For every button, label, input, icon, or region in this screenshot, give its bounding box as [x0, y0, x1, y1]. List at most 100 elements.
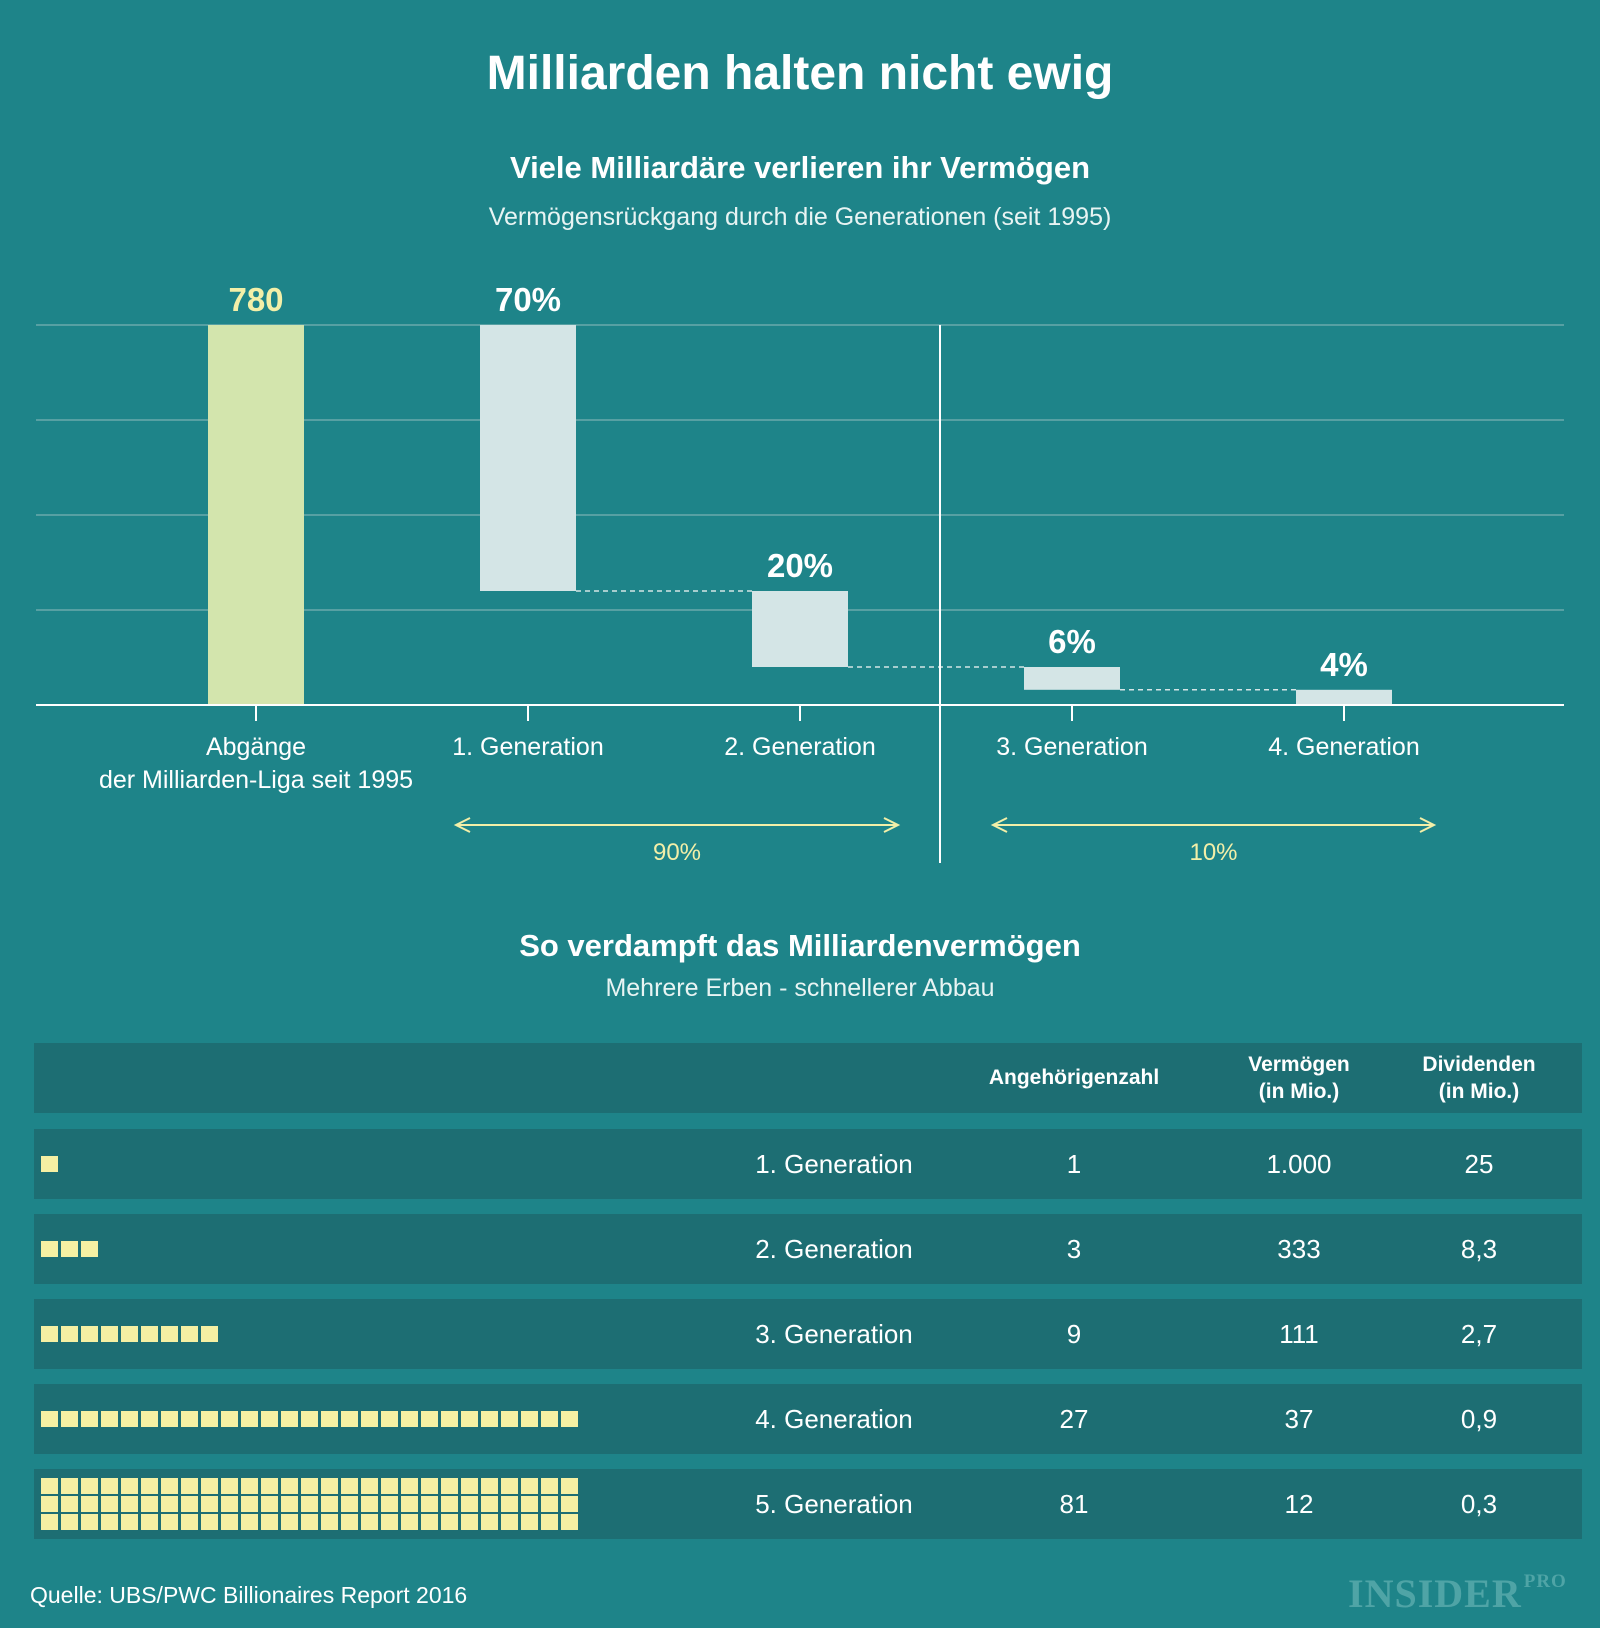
- heir-square: [341, 1411, 358, 1427]
- heir-square: [221, 1496, 238, 1512]
- heir-square: [521, 1514, 538, 1530]
- heir-square: [441, 1411, 458, 1427]
- heir-square: [521, 1478, 538, 1494]
- row-dividends: 0,3: [1460, 1488, 1498, 1519]
- insider-pro-logo: INSIDER PRO: [1348, 1570, 1567, 1617]
- chart-title: Viele Milliardäre verlieren ihr Vermögen: [509, 150, 1091, 185]
- row-label: 2. Generation: [755, 1233, 913, 1264]
- row-label: 4. Generation: [755, 1403, 913, 1434]
- bar-step: [1296, 689, 1392, 705]
- group-label: 90%: [653, 839, 701, 866]
- table-row: 4. Generation 27 37 0,9: [34, 1384, 1582, 1454]
- logo-main: INSIDER: [1348, 1571, 1522, 1616]
- heir-square: [181, 1326, 198, 1342]
- row-wealth: 12: [1284, 1488, 1314, 1519]
- heir-square: [81, 1496, 98, 1512]
- row-wealth: 37: [1284, 1403, 1314, 1434]
- row-dividends: 25: [1464, 1148, 1494, 1179]
- heir-square: [541, 1496, 558, 1512]
- heir-square: [81, 1411, 98, 1427]
- heir-square: [201, 1411, 218, 1427]
- heir-square: [521, 1411, 538, 1427]
- heir-square: [501, 1478, 518, 1494]
- data-label: 70%: [495, 281, 561, 318]
- heir-square: [421, 1411, 438, 1427]
- heir-square: [421, 1478, 438, 1494]
- category-label: 3. Generation: [996, 733, 1148, 761]
- arrow-head-right: [883, 817, 901, 833]
- heir-square: [121, 1496, 138, 1512]
- heir-square: [181, 1514, 198, 1530]
- header-dividends: Dividenden (in Mio.): [1422, 1052, 1536, 1103]
- row-count: 27: [1059, 1403, 1089, 1434]
- heir-square: [161, 1411, 178, 1427]
- heir-square: [461, 1496, 478, 1512]
- waterfall-chart: 780 70% 20% 6% 4% Abgänge der Milliarden-Liga …: [36, 281, 1564, 866]
- heir-square: [541, 1478, 558, 1494]
- heir-square: [361, 1496, 378, 1512]
- category-label-line: Abgänge: [206, 733, 306, 761]
- category-label: 4. Generation: [1268, 733, 1420, 761]
- heir-square: [261, 1514, 278, 1530]
- heir-square: [321, 1411, 338, 1427]
- heir-square: [401, 1514, 418, 1530]
- table-subtitle: Mehrere Erben - schnellerer Abbau: [605, 974, 995, 1002]
- table-row: 5. Generation 81 12 0,3: [34, 1469, 1582, 1539]
- heir-square: [181, 1478, 198, 1494]
- heir-square: [61, 1241, 78, 1257]
- heir-square: [161, 1326, 178, 1342]
- heir-square: [61, 1411, 78, 1427]
- row-dividends: 2,7: [1460, 1318, 1498, 1349]
- group-label: 10%: [1189, 839, 1237, 866]
- row-count: 81: [1059, 1488, 1089, 1519]
- row-label: 3. Generation: [755, 1318, 913, 1349]
- row-wealth: 333: [1277, 1233, 1321, 1264]
- heir-square: [81, 1478, 98, 1494]
- table-row: 2. Generation 3 333 8,3: [34, 1214, 1582, 1284]
- heir-square: [41, 1411, 58, 1427]
- heir-square: [301, 1514, 318, 1530]
- heir-square: [201, 1496, 218, 1512]
- heir-square: [301, 1411, 318, 1427]
- heir-square: [41, 1514, 58, 1530]
- heir-square: [221, 1478, 238, 1494]
- heir-square: [101, 1326, 118, 1342]
- bar-step: [480, 325, 576, 591]
- heir-square: [481, 1496, 498, 1512]
- heir-square: [121, 1478, 138, 1494]
- heir-square: [421, 1496, 438, 1512]
- category-label-line: 2. Generation: [724, 733, 876, 761]
- heir-square: [501, 1514, 518, 1530]
- heir-square: [221, 1411, 238, 1427]
- table-row: 3. Generation 9 111 2,7: [34, 1299, 1582, 1369]
- heir-square: [361, 1478, 378, 1494]
- heir-square: [341, 1496, 358, 1512]
- heir-square: [301, 1496, 318, 1512]
- heir-square: [241, 1411, 258, 1427]
- heir-square: [81, 1241, 98, 1257]
- row-dividends: 8,3: [1460, 1233, 1498, 1264]
- heir-square: [161, 1478, 178, 1494]
- arrow-head-right: [1419, 817, 1437, 833]
- heir-square: [141, 1326, 158, 1342]
- heir-square: [361, 1411, 378, 1427]
- heir-square: [261, 1496, 278, 1512]
- heir-square: [241, 1514, 258, 1530]
- row-label: 1. Generation: [755, 1148, 913, 1179]
- row-dividends: 0,9: [1460, 1403, 1498, 1434]
- header-wealth: Vermögen (in Mio.): [1248, 1052, 1350, 1103]
- category-label: 1. Generation: [452, 733, 604, 761]
- heir-squares: [41, 1384, 601, 1454]
- heir-square: [141, 1496, 158, 1512]
- heir-square: [561, 1496, 578, 1512]
- heir-square: [181, 1411, 198, 1427]
- table-body: 1. Generation 1 1.000 25 2. Generation 3 333 8,…: [34, 1129, 1582, 1539]
- heir-square: [461, 1411, 478, 1427]
- heir-square: [101, 1411, 118, 1427]
- bar-step: [1024, 667, 1120, 690]
- table-title: So verdampft das Milliardenvermögen: [519, 928, 1081, 963]
- data-label: 4%: [1320, 646, 1368, 683]
- category-label-line: 3. Generation: [996, 733, 1148, 761]
- heir-square: [61, 1326, 78, 1342]
- heir-square: [141, 1514, 158, 1530]
